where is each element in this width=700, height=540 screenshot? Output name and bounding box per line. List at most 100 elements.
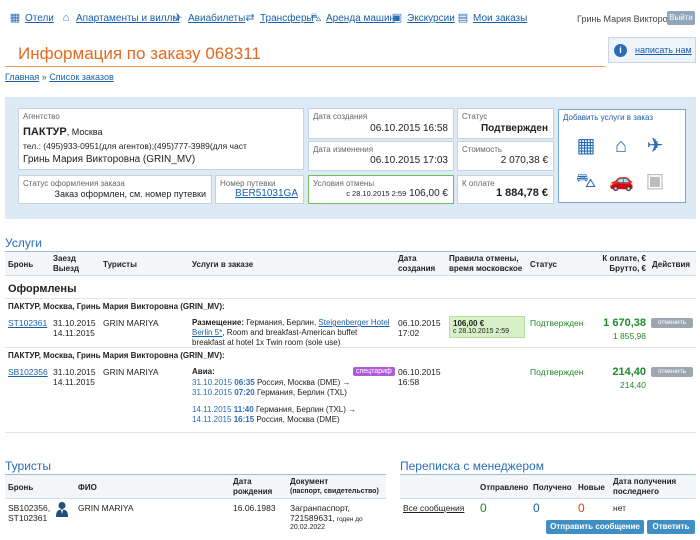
created-label: Дата создания <box>313 112 368 121</box>
msg-col-new: Новые <box>578 483 605 492</box>
row-group-line: ПАКТУР, Москва, Гринь Мария Викторовна (… <box>8 302 225 311</box>
hotel-link[interactable]: Steigenberger Hotel Berlin 5* <box>192 318 390 337</box>
title-divider <box>5 66 605 67</box>
doc-status-label: Статус оформления заказа <box>23 179 125 188</box>
row-group-line: ПАКТУР, Москва, Гринь Мария Викторовна (… <box>8 351 225 360</box>
status-box: Статус Подтвержден <box>457 108 554 139</box>
flight-time: 07:20 <box>234 388 255 397</box>
tourists-title: Туристы <box>5 459 52 473</box>
tourist-booking-2: ST102361 <box>8 513 48 523</box>
logout-button[interactable]: Выйти <box>667 11 695 25</box>
pay-box: К оплате 1 884,78 € <box>457 175 554 204</box>
tourist-doc-number: 721589631, годен до <box>290 513 363 525</box>
agency-label: Агентство <box>23 112 60 121</box>
villa-icon[interactable]: ⌂ <box>614 135 628 157</box>
col-gross: Брутто, € <box>609 264 646 273</box>
tourist-name: GRIN MARIYA <box>78 503 134 513</box>
special-fare-tag: спецтариф <box>353 367 395 376</box>
tourist-doc-valid-label: годен до <box>334 516 363 523</box>
tourist-name: GRIN MARIYA <box>103 367 159 377</box>
flight-segment: 14.11.2015 11:40 Германия, Берлин (TXL) … <box>192 405 356 415</box>
agency-name: ПАКТУР <box>23 126 67 138</box>
changed-label: Дата изменения <box>313 145 374 154</box>
nav-item-transfers[interactable]: ⇄ Трансферы <box>243 12 313 24</box>
flight-place: Германия, Берлин (TXL) <box>256 388 347 397</box>
created-value: 06.10.2015 16:58 <box>370 123 448 134</box>
doc-status-value: Заказ оформлен, см. номер путевки <box>54 189 206 199</box>
services-divider <box>5 251 696 252</box>
orders-icon: ▤ <box>457 12 469 24</box>
services-header-row <box>5 252 696 276</box>
add-services-label: Добавить услуги в заказ <box>563 113 654 122</box>
tourist-booking-1: SB102356, <box>8 503 51 513</box>
col-pay: К оплате, € <box>602 254 646 263</box>
nav-item-hotels[interactable]: ▦ Отели <box>9 12 54 24</box>
flight-segment: 14.11.2015 16:15 Россия, Москва (DME) <box>192 415 340 425</box>
created-box: Дата создания 06.10.2015 16:58 <box>308 108 454 139</box>
write-us-button[interactable]: i написать нам <box>608 37 696 63</box>
flight-date: 31.10.2015 <box>192 388 233 397</box>
tourist-col-birth-1: Дата <box>233 477 252 486</box>
reply-button[interactable]: Ответить <box>647 520 695 534</box>
send-message-button[interactable]: Отправить сообщение <box>546 520 644 534</box>
nav-item-villas[interactable]: ⌂ Апартаменты и виллы <box>59 12 180 24</box>
service-type: Авиа: <box>192 367 215 376</box>
service-rest: , Room and breakfast-American buffet bre… <box>192 328 358 347</box>
service-gross: 214,40 <box>620 380 646 390</box>
booking-link[interactable]: SB102356 <box>8 367 48 377</box>
msg-col-received: Получено <box>533 483 572 492</box>
booking-link[interactable]: ST102361 <box>8 318 48 328</box>
all-messages-link[interactable]: Все сообщения <box>403 503 465 513</box>
nav-item-flights[interactable]: ✈ Авиабилеты <box>171 12 245 24</box>
agency-phone: тел.: (495)933-0951(для агентов);(495)77… <box>23 141 247 151</box>
cancel-rules-amount: 106,00 € <box>453 319 485 328</box>
msg-new-count: 0 <box>578 501 585 515</box>
voucher-link[interactable]: BER51031GA <box>235 188 298 199</box>
nav-item-car-rental[interactable]: ⛍ Аренда машин <box>310 12 396 24</box>
tourist-name: GRIN MARIYA <box>103 318 159 328</box>
write-us-label: написать нам <box>635 45 692 55</box>
hotel-icon[interactable]: ▦ <box>576 135 596 157</box>
service-type: Размещение: <box>192 318 244 327</box>
col-booking: Бронь <box>8 260 34 269</box>
created-time: 17:02 <box>398 328 420 338</box>
tourist-birth: 16.06.1983 <box>233 503 276 513</box>
date-in: 31.10.2015 <box>53 318 96 328</box>
tourist-col-name: ФИО <box>78 483 97 492</box>
status-value: Подтвержден <box>480 123 548 134</box>
cancel-service-button[interactable]: отменить <box>651 367 693 377</box>
cancel-service-button[interactable]: отменить <box>651 318 693 328</box>
created-time: 16:58 <box>398 377 420 387</box>
nav-item-excursions[interactable]: ▣ Экскурсии <box>391 12 455 24</box>
msg-last-date: нет <box>613 503 627 513</box>
col-actions: Действия <box>652 260 691 269</box>
agency-person: Гринь Мария Викторовна (GRIN_MV) <box>23 154 196 165</box>
car-icon[interactable]: 🚗 <box>609 170 634 192</box>
voucher-label: Номер путевки <box>220 179 276 188</box>
flight-time: 06:35 <box>234 378 255 387</box>
service-pay: 1 670,38 <box>603 317 646 329</box>
breadcrumb-home[interactable]: Главная <box>5 72 40 82</box>
changed-box: Дата изменения 06.10.2015 17:03 <box>308 141 454 171</box>
excursion-icon[interactable]: ▣ <box>645 170 665 192</box>
correspondence-header-row <box>400 475 696 499</box>
tourists-divider <box>5 474 386 475</box>
created-date: 06.10.2015 <box>398 318 441 328</box>
nav-item-my-orders[interactable]: ▤ Мои заказы <box>457 12 528 24</box>
msg-received-count: 0 <box>533 501 540 515</box>
plane-icon[interactable]: ✈ <box>646 135 664 157</box>
correspondence-title: Переписка с менеджером <box>400 459 544 473</box>
doc-status-box: Статус оформления заказа Заказ оформлен,… <box>18 175 212 204</box>
tourists-header-row <box>5 475 386 499</box>
correspondence-divider <box>400 474 696 475</box>
service-status: Подтвержден <box>530 367 584 377</box>
breadcrumb-orders[interactable]: Список заказов <box>49 72 114 82</box>
tourist-doc-expiry: 20.02.2022 <box>290 524 326 531</box>
villa-icon: ⌂ <box>62 12 70 24</box>
info-icon: i <box>614 43 627 57</box>
cancel-terms-amount: 106,00 € <box>409 188 448 199</box>
col-date-out: Выезд <box>53 264 80 273</box>
transfer-icon[interactable]: ⛍ <box>575 170 597 192</box>
col-created-2: создания <box>398 264 436 273</box>
flight-place: Германия, Берлин (TXL) → <box>255 405 357 414</box>
